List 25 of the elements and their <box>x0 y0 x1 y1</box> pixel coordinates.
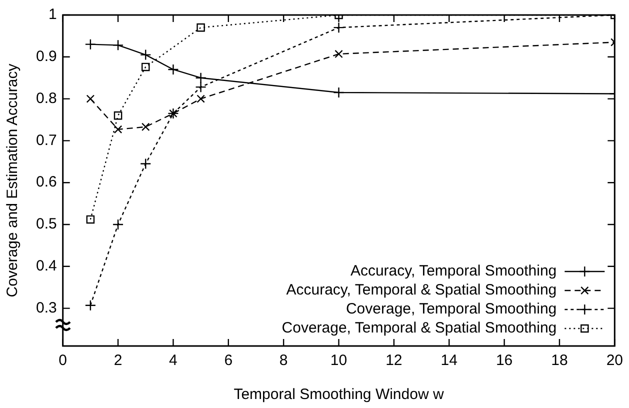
legend-label: Coverage, Temporal & Spatial Smoothing <box>282 320 557 337</box>
y-tick-label: 0.7 <box>36 132 57 149</box>
x-tick-label: 12 <box>386 352 402 370</box>
legend-label: Coverage, Temporal Smoothing <box>346 300 557 318</box>
y-tick-label: 0.3 <box>36 299 57 316</box>
legend-label: Accuracy, Temporal & Spatial Smoothing <box>286 282 557 299</box>
x-tick-label: 6 <box>224 352 233 370</box>
x-tick-label: 8 <box>279 352 288 370</box>
y-tick-label: 1 <box>48 6 57 24</box>
x-tick-label: 14 <box>440 352 458 370</box>
y-tick-label: 0.8 <box>36 90 57 107</box>
x-tick-label: 16 <box>496 352 513 370</box>
y-tick-label: 0.6 <box>36 174 57 191</box>
x-tick-label: 20 <box>606 352 623 370</box>
y-tick-label: 0.9 <box>36 48 57 66</box>
x-tick-label: 0 <box>58 352 68 370</box>
x-axis-title: Temporal Smoothing Window w <box>234 386 444 404</box>
legend-label: Accuracy, Temporal Smoothing <box>350 262 557 280</box>
y-tick-label: 0.5 <box>36 216 57 233</box>
x-tick-label: 10 <box>330 352 348 370</box>
y-tick-label: 0.4 <box>36 258 57 275</box>
y-axis-title: Coverage and Estimation Accuracy <box>4 63 22 298</box>
x-tick-label: 2 <box>114 352 122 370</box>
x-tick-label: 4 <box>169 352 178 370</box>
x-tick-label: 18 <box>551 352 568 370</box>
